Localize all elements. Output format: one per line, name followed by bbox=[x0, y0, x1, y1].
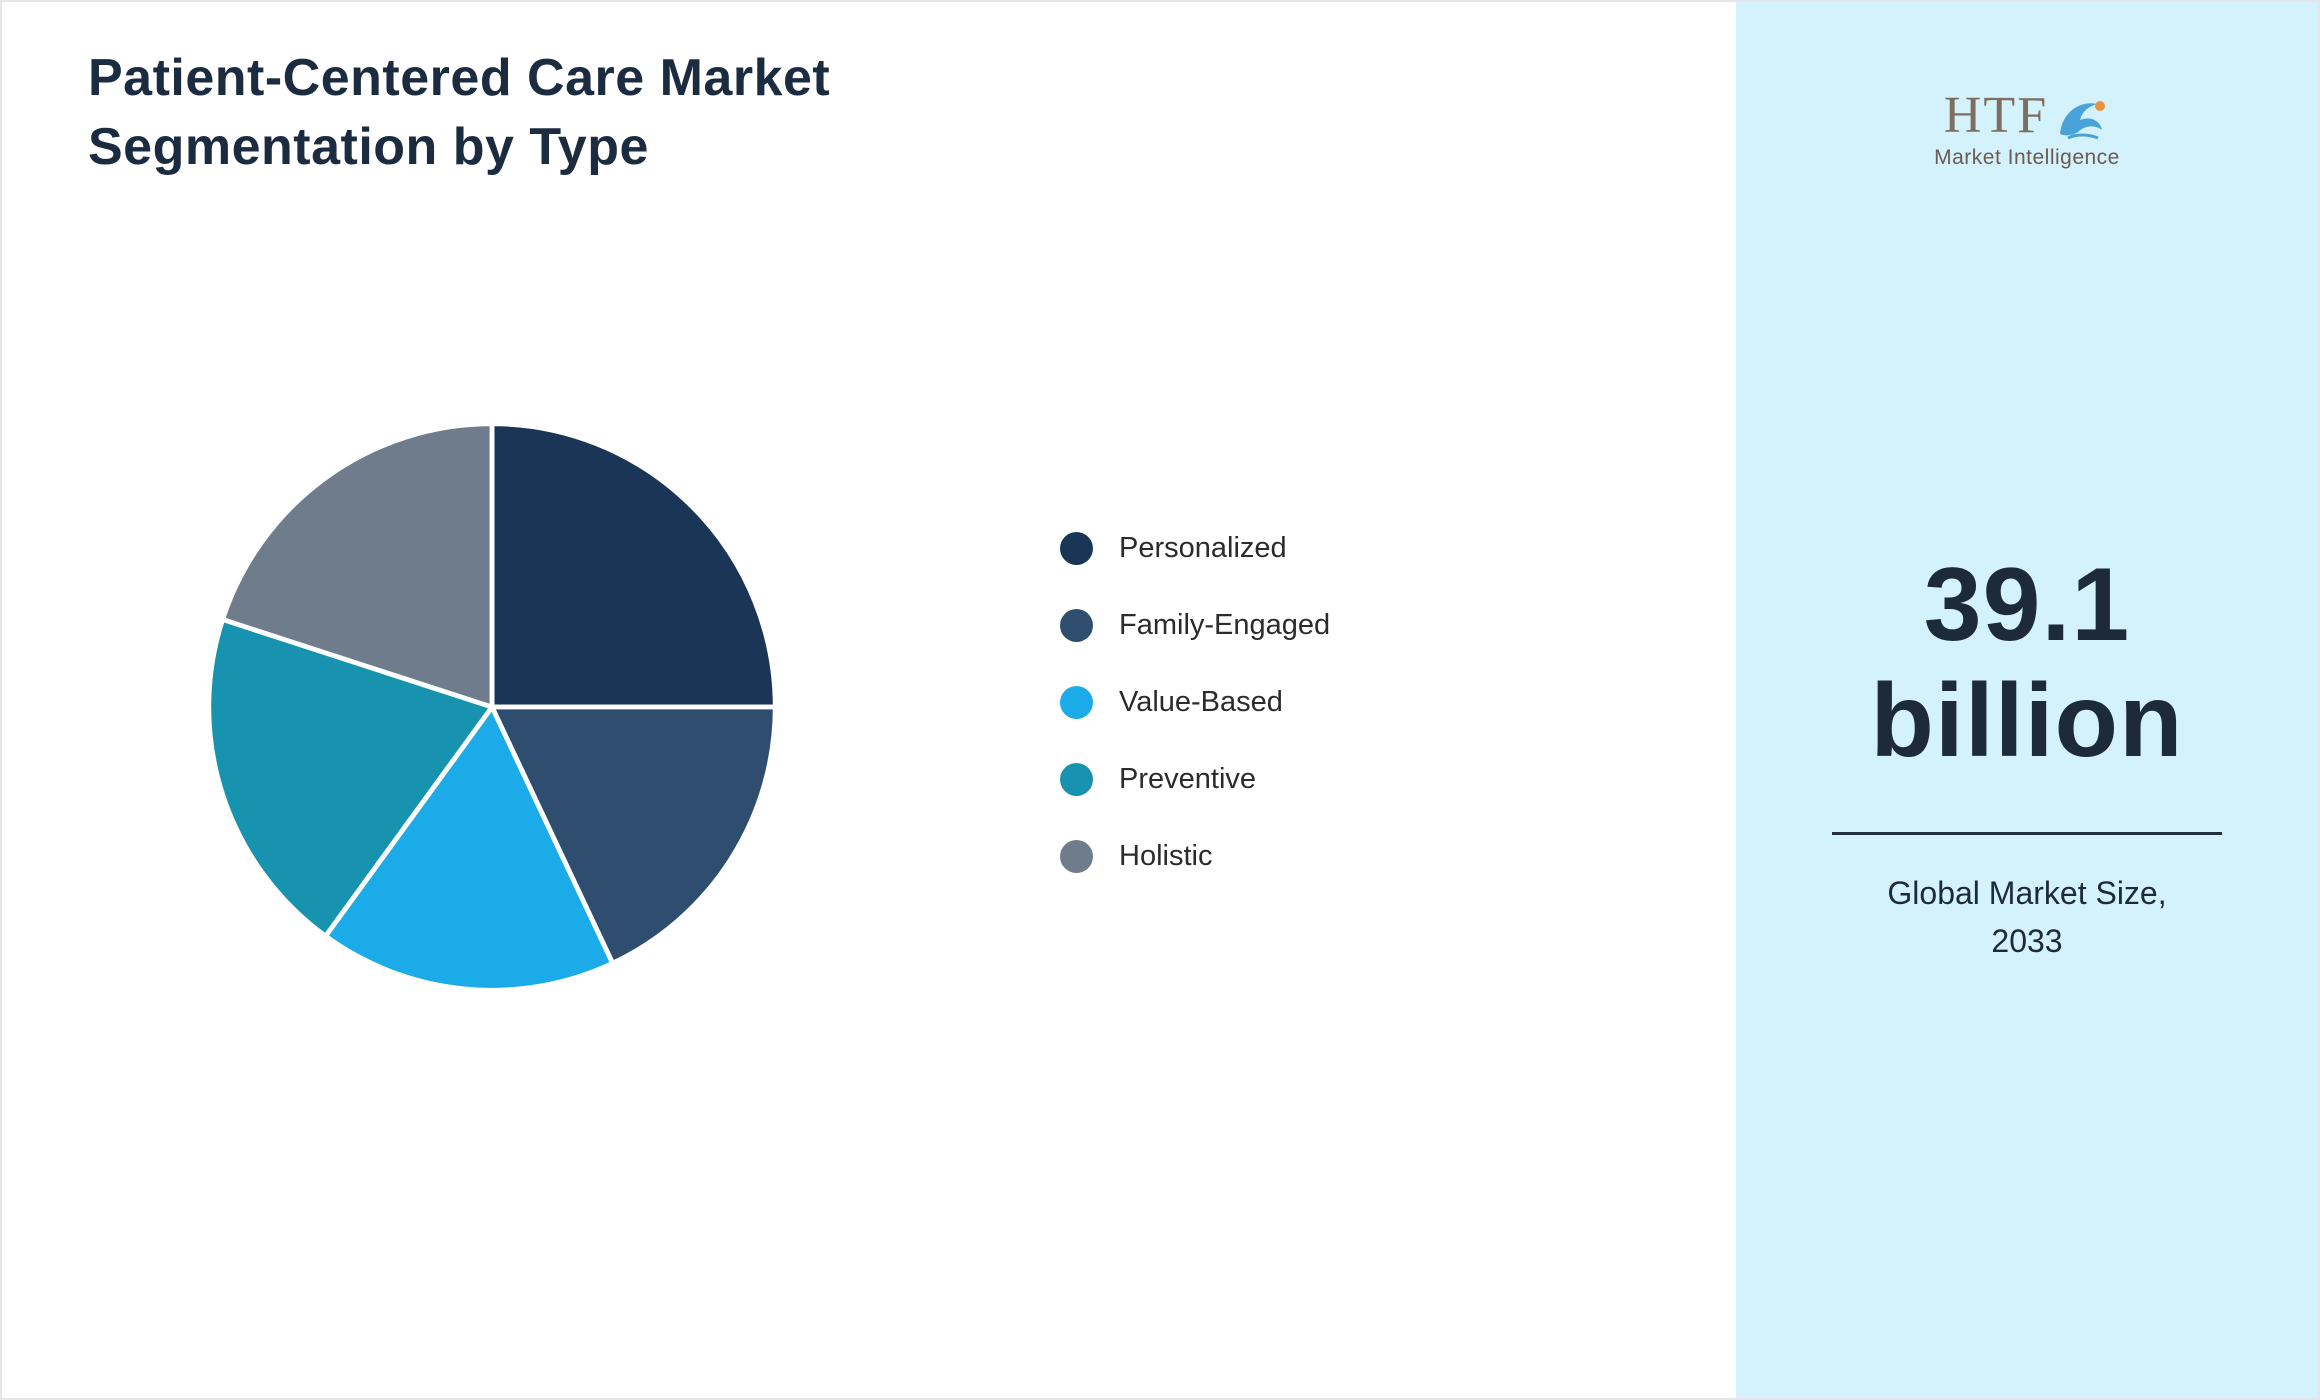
pie-chart-svg bbox=[206, 421, 778, 993]
pie-slice-value-based bbox=[323, 704, 616, 993]
legend-label: Preventive bbox=[1119, 763, 1257, 795]
legend-item-value-based: Value-Based bbox=[1060, 684, 1330, 721]
page-title-line2: Segmentation by Type bbox=[88, 117, 649, 176]
info-sidebar: HTF Market Intelligence 39.1 billion Glo… bbox=[1736, 2, 2318, 1398]
legend-dot-family-engaged-icon bbox=[1060, 609, 1093, 642]
dolphin-icon bbox=[2060, 101, 2106, 140]
market-size-block: 39.1 billion Global Market Size, 2033 bbox=[1736, 547, 2318, 965]
legend-dot-preventive-icon bbox=[1060, 763, 1093, 796]
legend-item-personalized: Personalized bbox=[1060, 530, 1330, 567]
divider bbox=[1832, 831, 2222, 835]
pie-slice-personalized bbox=[489, 421, 778, 710]
market-size-number: 39.1 bbox=[1923, 547, 2131, 663]
brand-logo: HTF Market Intelligence bbox=[1736, 90, 2318, 170]
legend-label: Value-Based bbox=[1119, 686, 1283, 718]
page-title: Patient-Centered Care Market Segmentatio… bbox=[88, 44, 1088, 181]
market-size-caption: Global Market Size, 2033 bbox=[1736, 869, 2318, 965]
market-size-value: 39.1 billion bbox=[1736, 547, 2318, 780]
pie-chart bbox=[202, 417, 782, 997]
legend-dot-value-based-icon bbox=[1060, 686, 1093, 719]
legend-dot-personalized-icon bbox=[1060, 532, 1093, 565]
chart-legend: Personalized Family-Engaged Value-Based … bbox=[1060, 530, 1330, 875]
brand-logo-subtext: Market Intelligence bbox=[1934, 146, 2120, 169]
legend-item-holistic: Holistic bbox=[1060, 838, 1330, 875]
page-title-line1: Patient-Centered Care Market bbox=[88, 49, 831, 107]
market-size-caption-line1: Global Market Size, bbox=[1887, 874, 2167, 911]
chart-area: Patient-Centered Care Market Segmentatio… bbox=[2, 2, 1736, 1398]
market-size-unit: billion bbox=[1870, 663, 2184, 780]
legend-dot-holistic-icon bbox=[1060, 840, 1093, 873]
pie-slice-holistic bbox=[220, 421, 495, 710]
legend-label: Personalized bbox=[1119, 532, 1287, 564]
legend-label: Holistic bbox=[1119, 840, 1213, 872]
legend-item-preventive: Preventive bbox=[1060, 761, 1330, 798]
pie-slice-preventive bbox=[206, 617, 495, 939]
market-size-caption-line2: 2033 bbox=[1991, 922, 2063, 959]
legend-label: Family-Engaged bbox=[1119, 609, 1331, 641]
legend-item-family-engaged: Family-Engaged bbox=[1060, 607, 1330, 644]
pie-slice-family-engaged bbox=[489, 704, 778, 966]
brand-logo-text: HTF bbox=[1943, 87, 2049, 144]
